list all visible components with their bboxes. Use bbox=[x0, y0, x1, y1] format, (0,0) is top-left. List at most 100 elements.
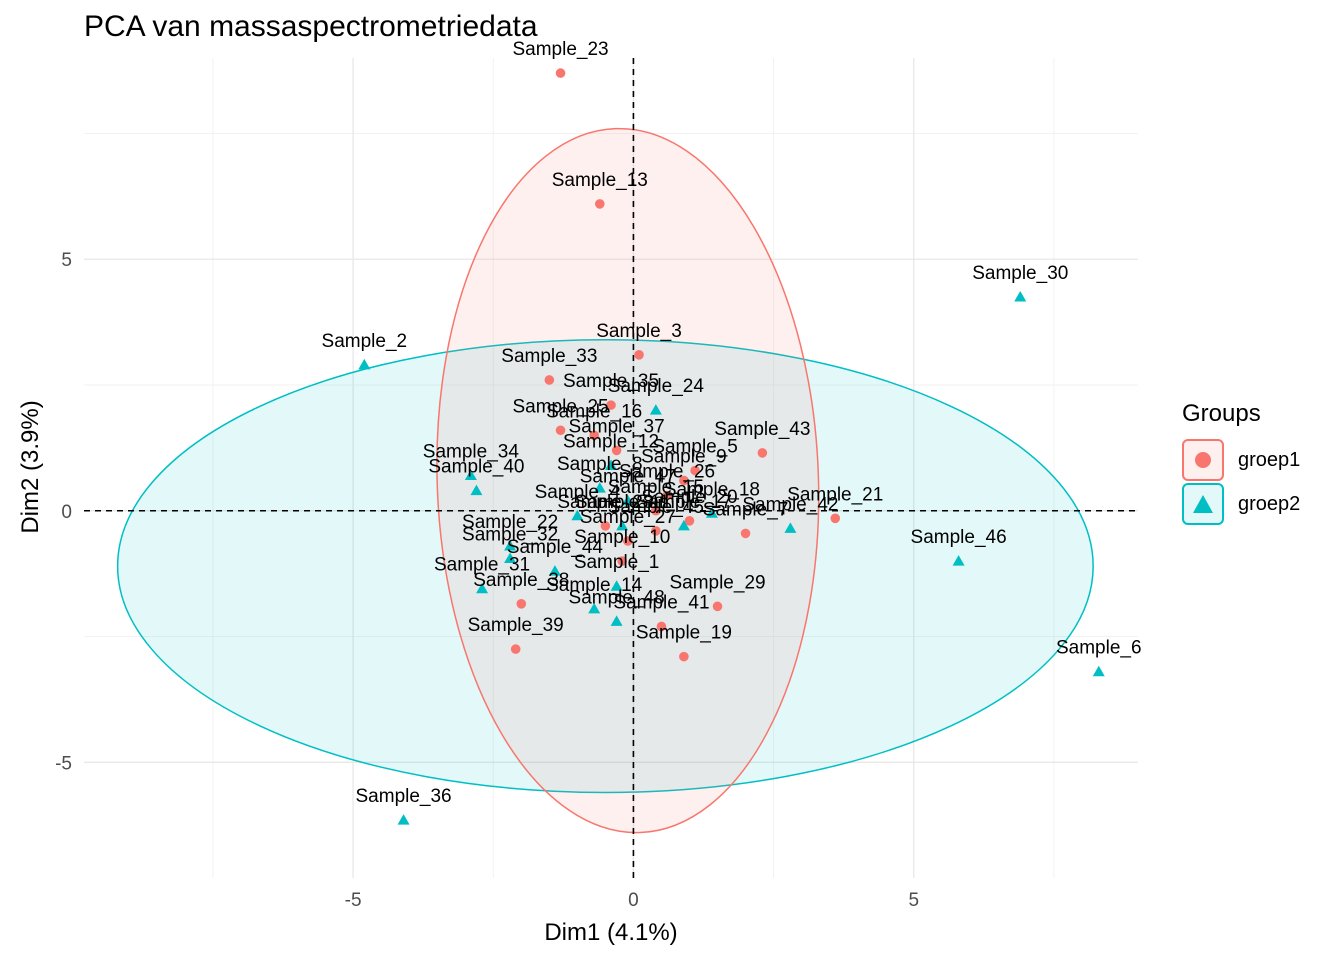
data-point-groep2 bbox=[616, 519, 629, 531]
data-point-groep2 bbox=[677, 519, 690, 531]
data-point-groep2 bbox=[605, 459, 617, 470]
x-tick-label: 0 bbox=[628, 890, 639, 911]
y-tick-label: -5 bbox=[55, 753, 72, 774]
point-label: Sample_15 bbox=[608, 477, 704, 498]
data-point-groep1 bbox=[662, 490, 672, 501]
x-tick-label: 5 bbox=[908, 890, 919, 911]
data-point-groep2 bbox=[649, 404, 662, 415]
point-label: Sample_47 bbox=[580, 467, 676, 488]
point-label: Sample_19 bbox=[636, 623, 732, 644]
data-point-groep2 bbox=[621, 494, 634, 506]
point-label: Sample_46 bbox=[911, 527, 1007, 548]
data-point-groep2 bbox=[588, 602, 601, 614]
data-point-groep1 bbox=[690, 465, 700, 476]
point-label: Sample_40 bbox=[428, 457, 524, 478]
data-point-groep2 bbox=[593, 482, 606, 493]
point-label: Sample_43 bbox=[714, 419, 810, 440]
data-point-groep1 bbox=[617, 556, 628, 566]
point-label: Sample_3 bbox=[596, 321, 682, 342]
point-label: Sample_29 bbox=[669, 572, 765, 593]
x-axis-title: Dim1 (4.1%) bbox=[544, 919, 677, 946]
point-label: Sample_16 bbox=[546, 401, 642, 422]
legend-title: Groups bbox=[1182, 400, 1261, 427]
legend: Groups groep1 groep2 bbox=[1182, 400, 1332, 526]
data-point-groep1 bbox=[656, 621, 667, 632]
data-point-groep1 bbox=[555, 425, 566, 436]
point-label: Sample_26 bbox=[619, 462, 715, 483]
data-point-groep2 bbox=[358, 358, 371, 370]
data-point-groep1 bbox=[757, 448, 768, 458]
point-label: Sample_4 bbox=[535, 482, 621, 503]
point-label: Sample_39 bbox=[468, 615, 564, 636]
point-label: Sample_23 bbox=[512, 39, 608, 60]
point-label: Sample_44 bbox=[507, 537, 604, 558]
point-label: Sample_6 bbox=[1056, 638, 1142, 659]
data-point-groep1 bbox=[611, 445, 622, 456]
axis-ticks: -5 0 5 -5 0 5 bbox=[55, 250, 919, 911]
data-point-groep1 bbox=[544, 375, 555, 385]
legend-label: groep1 bbox=[1238, 448, 1301, 471]
x-tick-label: -5 bbox=[345, 890, 362, 911]
data-point-groep1 bbox=[651, 526, 661, 536]
legend-key-circle-icon bbox=[1182, 439, 1224, 481]
data-point-groep1 bbox=[510, 644, 521, 654]
data-point-groep1 bbox=[589, 430, 599, 441]
data-point-groep1 bbox=[679, 651, 689, 662]
data-point-groep1 bbox=[740, 528, 751, 539]
point-label: Sample_22 bbox=[462, 512, 558, 533]
point-label: Sample_1 bbox=[574, 552, 660, 573]
zero-reference-lines bbox=[84, 58, 1138, 878]
data-point-groep1 bbox=[555, 68, 566, 78]
point-label: Sample_20 bbox=[641, 487, 737, 508]
legend-item-groep2: groep2 bbox=[1182, 482, 1332, 526]
point-label: Sample_9 bbox=[641, 447, 727, 468]
data-point-groep2 bbox=[784, 522, 797, 533]
point-label: Sample_36 bbox=[356, 786, 452, 807]
data-point-groep1 bbox=[606, 400, 616, 410]
point-label: Sample_35 bbox=[563, 371, 659, 392]
data-points bbox=[358, 68, 1105, 825]
data-point-groep2 bbox=[705, 507, 718, 518]
data-point-groep1 bbox=[712, 601, 723, 612]
data-point-groep2 bbox=[571, 509, 584, 521]
point-label: Sample_34 bbox=[423, 442, 520, 463]
point-label: Sample_7 bbox=[703, 499, 789, 520]
confidence-ellipse-groep2 bbox=[116, 338, 1094, 794]
point-label: Sample_32 bbox=[462, 525, 558, 546]
point-label: Sample_37 bbox=[569, 416, 665, 437]
data-point-groep1 bbox=[679, 475, 689, 486]
point-label: Sample_14 bbox=[546, 575, 643, 596]
point-label: Sample_24 bbox=[608, 376, 705, 397]
data-point-groep2 bbox=[1092, 665, 1105, 677]
point-label: Sample_12 bbox=[563, 431, 659, 452]
point-label: Sample_10 bbox=[574, 527, 670, 548]
point-label: Sample_27 bbox=[580, 507, 676, 528]
data-point-groep1 bbox=[684, 516, 695, 526]
confidence-ellipse-groep1 bbox=[436, 127, 820, 834]
point-label: Sample_42 bbox=[742, 494, 838, 515]
y-tick-label: 5 bbox=[61, 250, 72, 271]
point-label: Sample_2 bbox=[322, 331, 408, 352]
y-axis-title: Dim2 (3.9%) bbox=[17, 400, 44, 533]
data-point-groep2 bbox=[476, 582, 489, 594]
legend-label: groep2 bbox=[1238, 492, 1301, 515]
point-label: Sample_33 bbox=[501, 346, 597, 367]
point-label: Sample_38 bbox=[473, 570, 569, 591]
point-label: Sample_30 bbox=[972, 263, 1068, 284]
point-label: Sample_41 bbox=[613, 592, 709, 613]
point-label: Sample_31 bbox=[434, 555, 530, 576]
point-label: Sample_5 bbox=[652, 437, 738, 458]
data-point-groep1 bbox=[600, 521, 611, 531]
data-point-groep2 bbox=[952, 555, 965, 566]
legend-item-groep1: groep1 bbox=[1182, 438, 1332, 482]
data-point-groep2 bbox=[610, 615, 623, 626]
data-point-groep1 bbox=[634, 350, 644, 360]
data-point-groep2 bbox=[1014, 290, 1027, 302]
confidence-ellipses bbox=[116, 127, 1094, 834]
data-point-groep2 bbox=[470, 484, 483, 496]
chart-title: PCA van massaspectrometriedata bbox=[84, 10, 538, 43]
data-point-groep2 bbox=[397, 814, 410, 825]
point-label: Sample_48 bbox=[569, 587, 665, 608]
point-label: Sample_13 bbox=[552, 170, 648, 191]
